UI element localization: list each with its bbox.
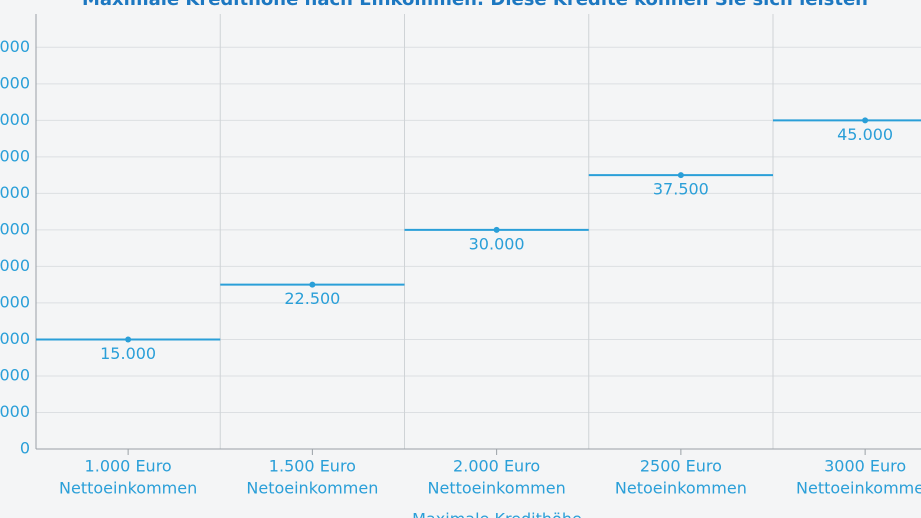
value-label: 45.000 — [837, 125, 893, 144]
y-tick-label: 55.000 — [0, 37, 30, 56]
x-tick-label: Nettoeinkommen — [428, 479, 566, 498]
point — [493, 226, 500, 233]
value-label: 37.500 — [653, 180, 709, 199]
y-tick-label: 20.000 — [0, 292, 30, 311]
point — [677, 172, 684, 179]
y-tick-label: 45.000 — [0, 110, 30, 129]
value-label: 22.500 — [284, 289, 340, 308]
y-tick-label: 35.000 — [0, 183, 30, 202]
y-tick-label: 30.000 — [0, 219, 30, 238]
point — [125, 336, 132, 343]
x-tick-label: Netoeinkommen — [246, 479, 378, 498]
x-tick-label: 1.500 Euro — [269, 457, 356, 476]
y-tick-label: 25.000 — [0, 256, 30, 275]
x-tick-label: Nettoeinkommen — [796, 479, 921, 498]
value-label: 30.000 — [469, 234, 525, 253]
point — [309, 281, 316, 288]
y-tick-label: 0 — [20, 439, 30, 458]
point — [862, 117, 869, 124]
x-tick-label: Nettoeinkommen — [59, 479, 197, 498]
value-label: 15.000 — [100, 344, 156, 363]
x-tick-label: 2.000 Euro — [453, 457, 540, 476]
x-tick-label: Netoeinkommen — [615, 479, 747, 498]
y-tick-label: 15.000 — [0, 329, 30, 348]
y-tick-label: 10.000 — [0, 365, 30, 384]
y-tick-label: 5.000 — [0, 402, 30, 421]
x-axis-title: Maximale Kredithöhe — [412, 510, 582, 518]
x-tick-label: 2500 Euro — [640, 457, 722, 476]
y-tick-label: 50.000 — [0, 73, 30, 92]
x-tick-label: 1.000 Euro — [85, 457, 172, 476]
x-tick-label: 3000 Euro — [824, 457, 906, 476]
y-tick-label: 40.000 — [0, 146, 30, 165]
chart-title: Maximale Kredithöhe nach Einkommen: Dies… — [82, 0, 868, 10]
